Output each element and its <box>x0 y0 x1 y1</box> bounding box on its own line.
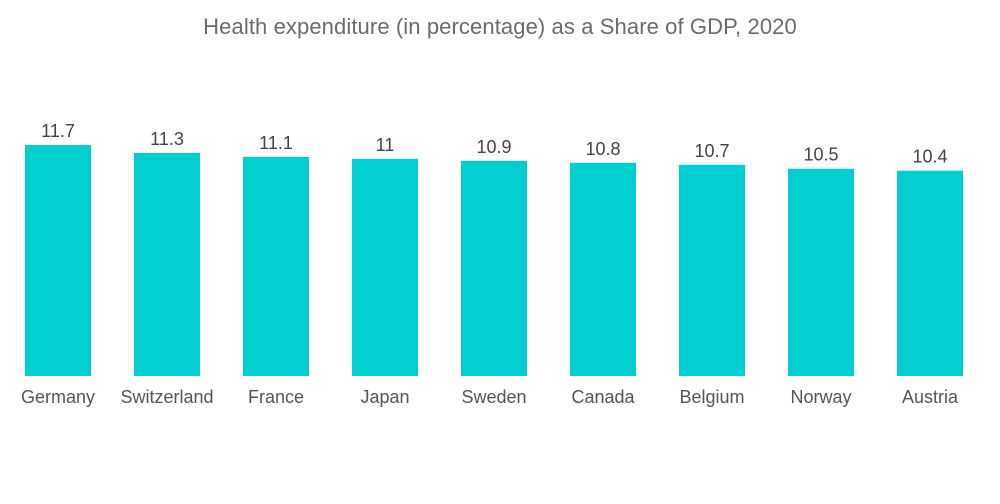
bar-japan <box>352 158 418 376</box>
bar-france <box>243 156 309 376</box>
x-tick-label-canada: Canada <box>571 387 635 407</box>
value-label-norway: 10.5 <box>803 145 838 165</box>
bar-belgium <box>679 164 745 376</box>
x-tick-label-norway: Norway <box>790 387 851 407</box>
x-axis-tick-labels: Germany Switzerland France Japan Sweden Canad… <box>21 387 959 407</box>
bar-switzerland <box>134 152 200 376</box>
bars-group <box>25 145 963 376</box>
value-labels-group: 11.7 11.3 11.1 11 10.9 10.8 10.7 10.5 10.4 <box>41 121 947 167</box>
chart-title: Health expenditure (in percentage) as a … <box>203 14 797 39</box>
value-label-germany: 11.7 <box>41 121 75 141</box>
bar-norway <box>788 168 854 376</box>
value-label-austria: 10.4 <box>912 147 947 167</box>
x-tick-label-austria: Austria <box>902 387 959 407</box>
bar-canada <box>570 162 636 376</box>
value-label-sweden: 10.9 <box>476 137 511 157</box>
x-tick-label-france: France <box>248 387 304 407</box>
value-label-france: 11.1 <box>259 133 293 153</box>
x-tick-label-switzerland: Switzerland <box>120 387 213 407</box>
value-label-japan: 11 <box>376 135 395 155</box>
value-label-switzerland: 11.3 <box>150 129 184 149</box>
x-tick-label-japan: Japan <box>360 387 409 407</box>
value-label-belgium: 10.7 <box>694 141 729 161</box>
x-tick-label-sweden: Sweden <box>461 387 526 407</box>
bar-germany <box>25 145 91 376</box>
bar-sweden <box>461 160 527 376</box>
x-tick-label-belgium: Belgium <box>679 387 744 407</box>
x-tick-label-germany: Germany <box>21 387 95 407</box>
value-label-canada: 10.8 <box>585 139 620 159</box>
bar-austria <box>897 170 963 376</box>
